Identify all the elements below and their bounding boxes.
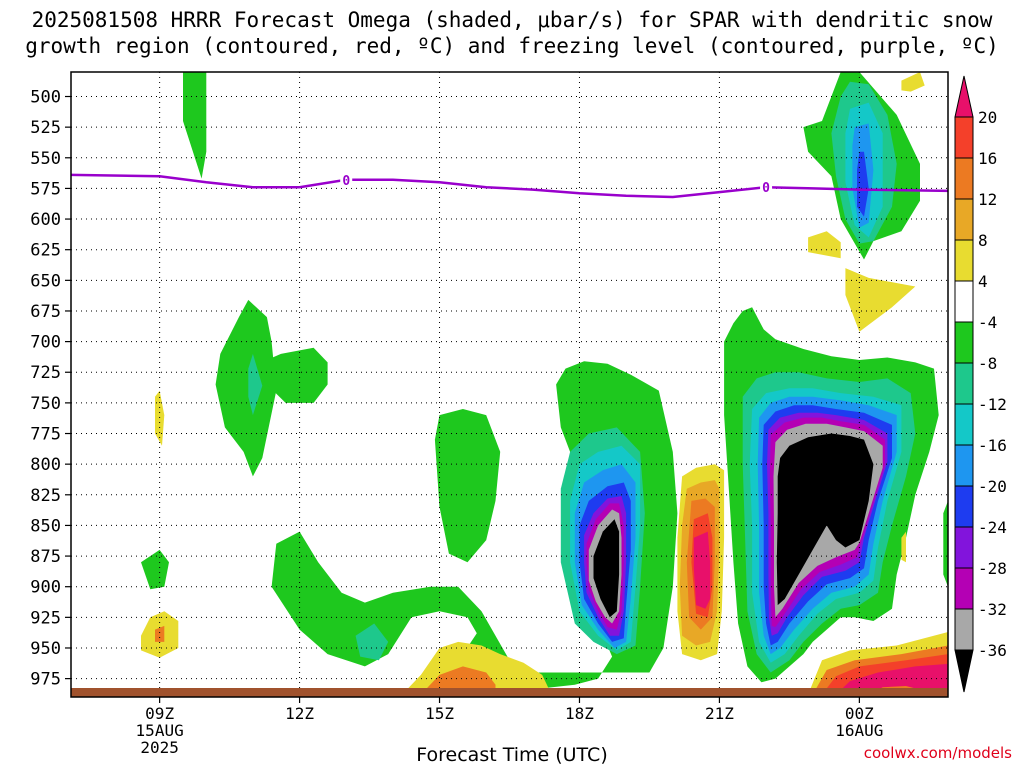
y-tick-label: 775 [30, 425, 61, 445]
freezing-level-label-bg [760, 179, 773, 196]
colorbar-band [954, 526, 974, 569]
x-tick-label: 2025 [140, 738, 179, 757]
y-tick-label: 825 [30, 486, 61, 506]
omega-region-teal [248, 353, 263, 416]
y-tick-label: 600 [30, 210, 61, 230]
x-tick-label: 16AUG [835, 721, 883, 740]
colorbar-label: 4 [978, 272, 988, 291]
colorbar-label: 16 [978, 149, 997, 168]
omega-region-teal [355, 623, 389, 661]
chart-title-line-1: 2025081508 HRRR Forecast Omega (shaded, … [31, 8, 993, 32]
omega-region-blue [857, 151, 869, 217]
omega-region-yellow [845, 268, 916, 332]
freezing-level-label: 0 [342, 174, 350, 189]
omega-region-green [252, 347, 328, 403]
colorbar-label: 12 [978, 190, 997, 209]
y-tick-label: 850 [30, 516, 61, 536]
y-tick-label: 550 [30, 149, 61, 169]
colorbar-band [954, 362, 974, 405]
omega-region-yellow [901, 72, 925, 92]
y-tick-label: 950 [30, 639, 61, 659]
x-tick-label: 15Z [425, 704, 454, 723]
y-tick-label: 900 [30, 578, 61, 598]
x-tick-label: 09Z [145, 704, 174, 723]
y-tick-label: 700 [30, 333, 61, 353]
colorbar-band [954, 485, 974, 528]
colorbar-label: -12 [978, 395, 1007, 414]
y-axis: 500 525 550 575 600 625 650 675 700 725 750 775 800 8… [30, 88, 71, 690]
colorbar-band [954, 198, 974, 241]
omega-shading-layer [71, 72, 948, 695]
y-tick-label: 575 [30, 179, 61, 199]
colorbar-band [954, 321, 974, 364]
freezing-level-line [71, 173, 948, 199]
colorbar-band [954, 444, 974, 487]
omega-region-yellow [901, 531, 906, 563]
omega-region-green [215, 299, 277, 477]
omega-region-green [943, 500, 948, 587]
x-tick-label: 18Z [565, 704, 594, 723]
colorbar-band [954, 157, 974, 200]
ground-surface-strip [71, 688, 948, 697]
colorbar-band [954, 608, 974, 651]
colorbar-band [954, 567, 974, 610]
omega-region-green [434, 409, 501, 563]
y-tick-label: 875 [30, 547, 61, 567]
colorbar-label: -20 [978, 477, 1007, 496]
colorbar-band [954, 649, 974, 693]
omega-region-black [776, 433, 874, 606]
y-tick-label: 625 [30, 241, 61, 261]
x-tick-label: 15AUG [136, 721, 184, 740]
colorbar-band [954, 280, 974, 323]
x-tick-label: 12Z [285, 704, 314, 723]
colorbar-label: -16 [978, 436, 1007, 455]
y-tick-label: 800 [30, 455, 61, 475]
y-tick-label: 725 [30, 363, 61, 383]
colorbar-label: -24 [978, 518, 1007, 537]
y-tick-label: 925 [30, 608, 61, 628]
colorbar-label: -32 [978, 600, 1007, 619]
colorbar: 20 16 12 8 4 -4 -8 -12 -16 -20 -24 -28 -32 -36 [954, 75, 1007, 693]
omega-region-pink [693, 531, 711, 609]
omega-region-black [593, 519, 620, 618]
omega-region-yellow [808, 231, 841, 259]
omega-region-green [141, 549, 169, 590]
colorbar-band [954, 75, 974, 118]
colorbar-label: -36 [978, 641, 1007, 660]
x-tick-label: 00Z [845, 704, 874, 723]
source-credit: coolwx.com/models [863, 744, 1012, 762]
colorbar-label: 20 [978, 108, 997, 127]
colorbar-label: -4 [978, 313, 997, 332]
x-tick-label: 21Z [705, 704, 734, 723]
y-tick-label: 675 [30, 302, 61, 322]
colorbar-band [954, 403, 974, 446]
omega-region-pink [836, 663, 948, 695]
y-tick-label: 750 [30, 394, 61, 414]
omega-region-orange [155, 625, 165, 642]
colorbar-label: -28 [978, 559, 1007, 578]
y-tick-label: 650 [30, 271, 61, 291]
y-tick-label: 500 [30, 88, 61, 108]
freezing-level-label: 0 [762, 181, 770, 196]
x-axis-title: Forecast Time (UTC) [416, 744, 608, 766]
plot-frame [70, 71, 949, 698]
omega-region-yellow [155, 390, 165, 446]
omega-region-green [183, 72, 207, 179]
colorbar-band [954, 116, 974, 159]
colorbar-band [954, 239, 974, 282]
chart-title-line-2: growth region (contoured, red, ºC) and f… [25, 34, 999, 58]
y-tick-label: 525 [30, 118, 61, 138]
freezing-level-label-bg [340, 171, 353, 188]
colorbar-label: 8 [978, 231, 988, 250]
y-tick-label: 975 [30, 670, 61, 690]
colorbar-label: -8 [978, 354, 997, 373]
